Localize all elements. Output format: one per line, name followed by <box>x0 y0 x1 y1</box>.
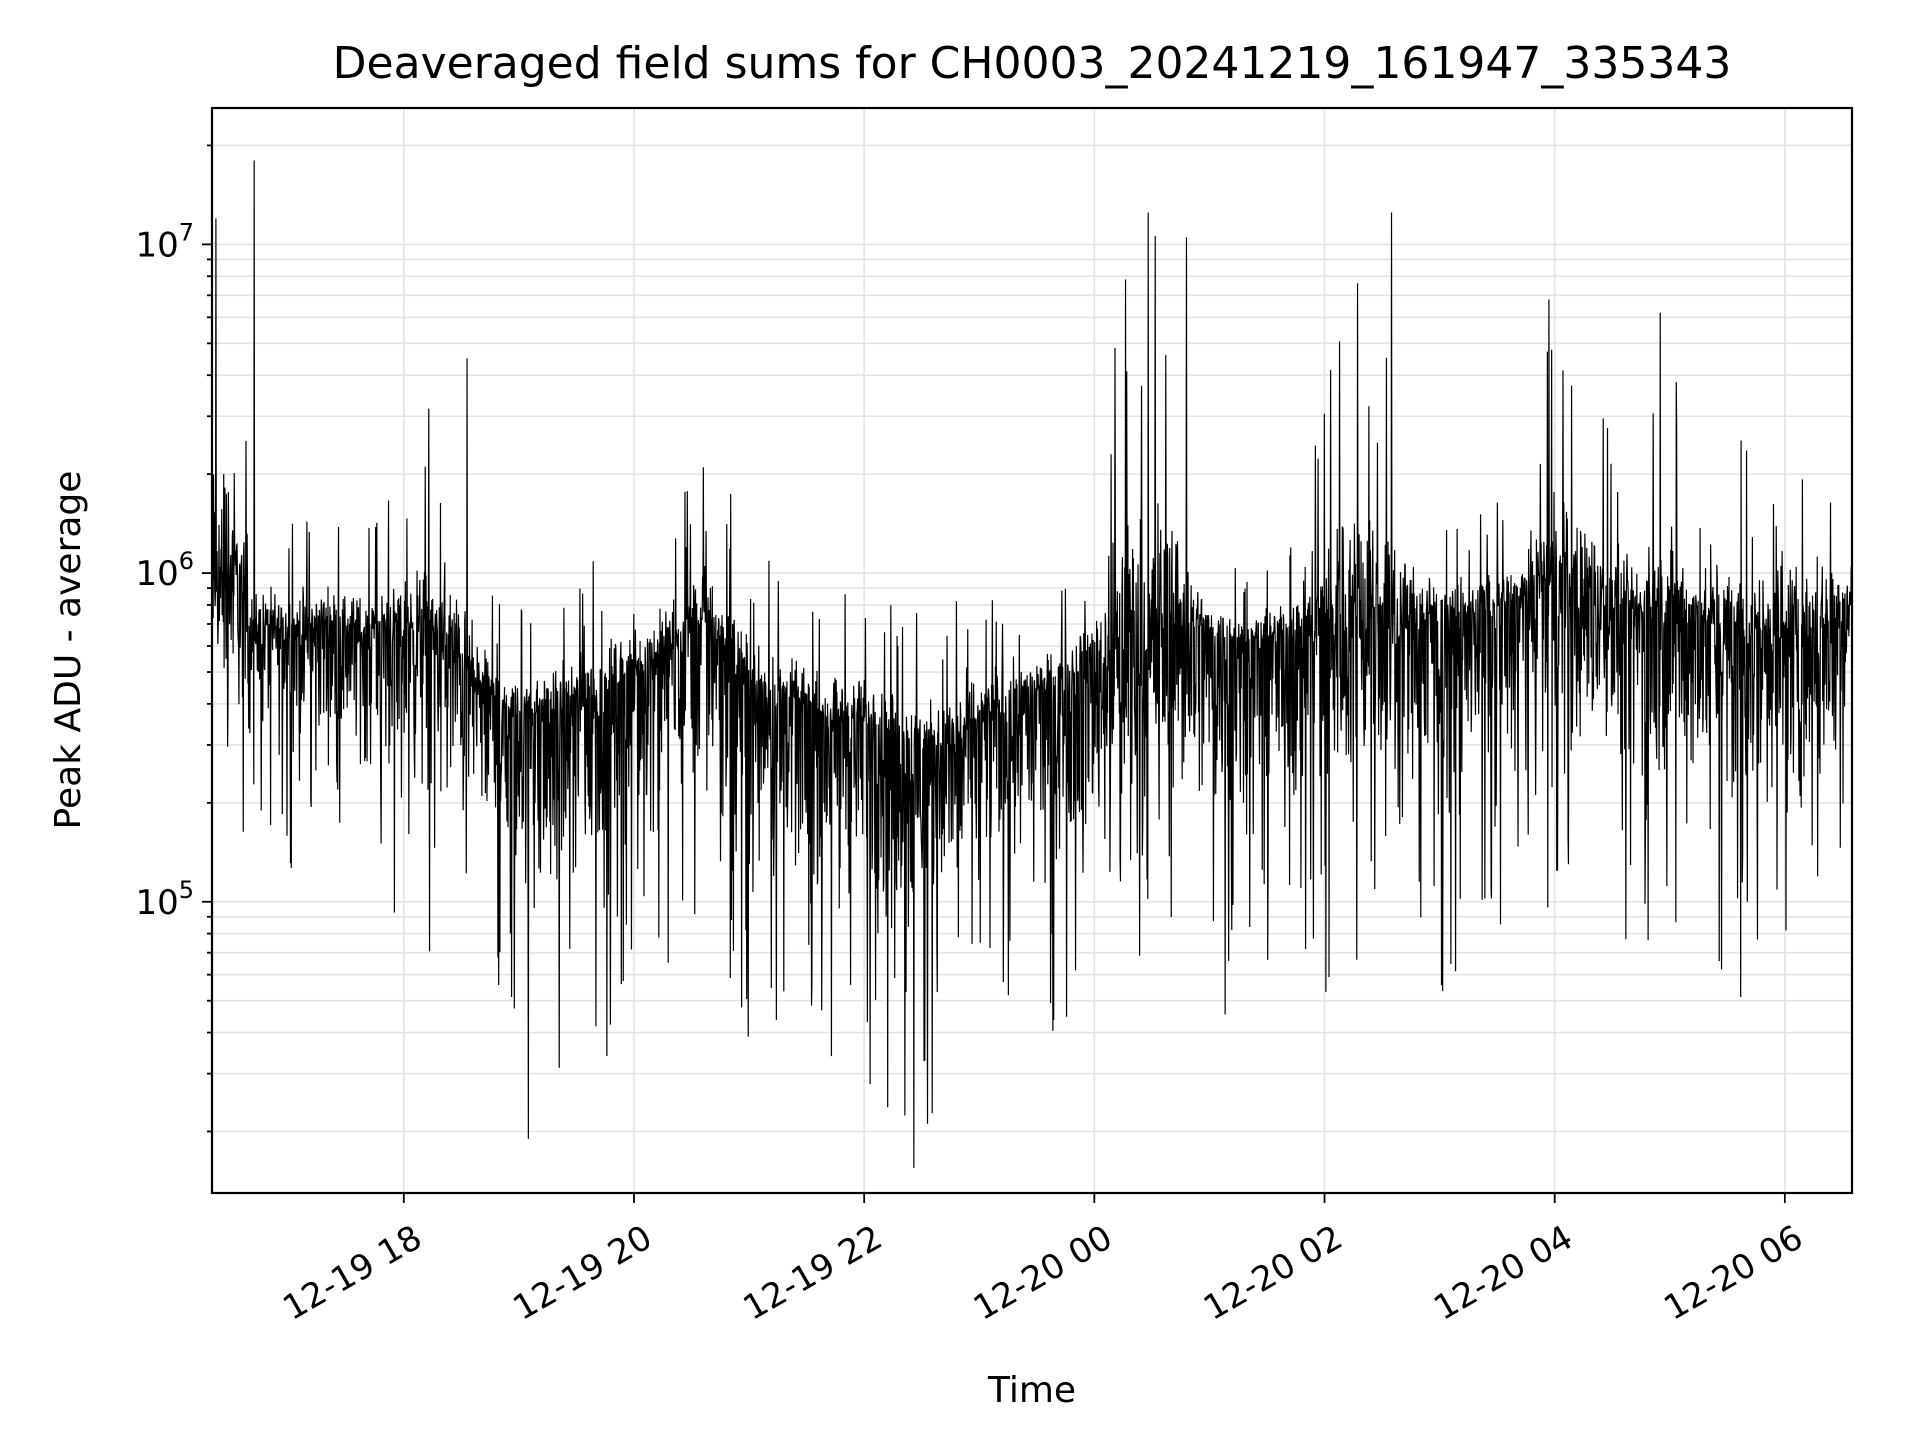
x-tick-label: 12-19 22 <box>737 1218 889 1329</box>
x-tick-label: 12-20 00 <box>967 1218 1119 1329</box>
x-tick-label: 12-20 04 <box>1427 1218 1579 1329</box>
y-tick-label: 106 <box>135 547 194 594</box>
y-tick-base: 10 <box>135 225 178 265</box>
y-tick-exponent: 5 <box>179 876 194 904</box>
plot-frame <box>210 106 1854 1195</box>
x-tick-label: 12-20 06 <box>1657 1218 1809 1329</box>
x-tick-label: 12-19 20 <box>506 1218 658 1329</box>
y-tick-exponent: 6 <box>179 547 194 575</box>
y-tick-base: 10 <box>135 883 178 923</box>
series-layer <box>211 160 1853 1168</box>
y-tick-label: 107 <box>135 218 194 265</box>
x-axis-label: Time <box>987 1370 1076 1411</box>
x-tick-label: 12-19 18 <box>276 1218 428 1329</box>
y-tick-base: 10 <box>135 554 178 594</box>
y-axis-label: Peak ADU - average <box>48 471 89 830</box>
x-tick-label: 12-20 02 <box>1197 1218 1349 1329</box>
series-line <box>211 160 1853 1168</box>
y-tick-exponent: 7 <box>179 218 194 246</box>
y-tick-label: 105 <box>135 876 194 923</box>
chart-title: Deaveraged field sums for CH0003_2024121… <box>333 38 1732 89</box>
